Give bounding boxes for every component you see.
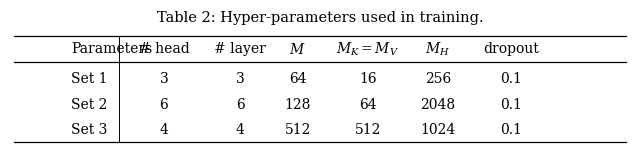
Text: Set 1: Set 1 bbox=[72, 72, 108, 86]
Text: 0.1: 0.1 bbox=[500, 98, 522, 112]
Text: 512: 512 bbox=[355, 123, 381, 137]
Text: Set 3: Set 3 bbox=[72, 123, 108, 137]
Text: 4: 4 bbox=[236, 123, 244, 137]
Text: 1024: 1024 bbox=[420, 123, 456, 137]
Text: 0.1: 0.1 bbox=[500, 123, 522, 137]
Text: 2048: 2048 bbox=[420, 98, 456, 112]
Text: $M_H$: $M_H$ bbox=[426, 41, 451, 58]
Text: $M_K = M_V$: $M_K = M_V$ bbox=[336, 41, 399, 58]
Text: 128: 128 bbox=[285, 98, 311, 112]
Text: 64: 64 bbox=[289, 72, 307, 86]
Text: dropout: dropout bbox=[483, 42, 539, 56]
Text: 0.1: 0.1 bbox=[500, 72, 522, 86]
Text: 6: 6 bbox=[236, 98, 244, 112]
Text: Parameters: Parameters bbox=[72, 42, 153, 56]
Text: 64: 64 bbox=[359, 98, 376, 112]
Text: Table 2: Hyper-parameters used in training.: Table 2: Hyper-parameters used in traini… bbox=[157, 11, 483, 25]
Text: Set 2: Set 2 bbox=[72, 98, 108, 112]
Text: $M$: $M$ bbox=[289, 42, 306, 57]
Text: 256: 256 bbox=[425, 72, 451, 86]
Text: 16: 16 bbox=[359, 72, 376, 86]
Text: 6: 6 bbox=[159, 98, 168, 112]
Text: # layer: # layer bbox=[214, 42, 266, 56]
Text: 4: 4 bbox=[159, 123, 168, 137]
Text: 3: 3 bbox=[236, 72, 244, 86]
Text: 512: 512 bbox=[285, 123, 311, 137]
Text: 3: 3 bbox=[159, 72, 168, 86]
Text: # head: # head bbox=[138, 42, 189, 56]
